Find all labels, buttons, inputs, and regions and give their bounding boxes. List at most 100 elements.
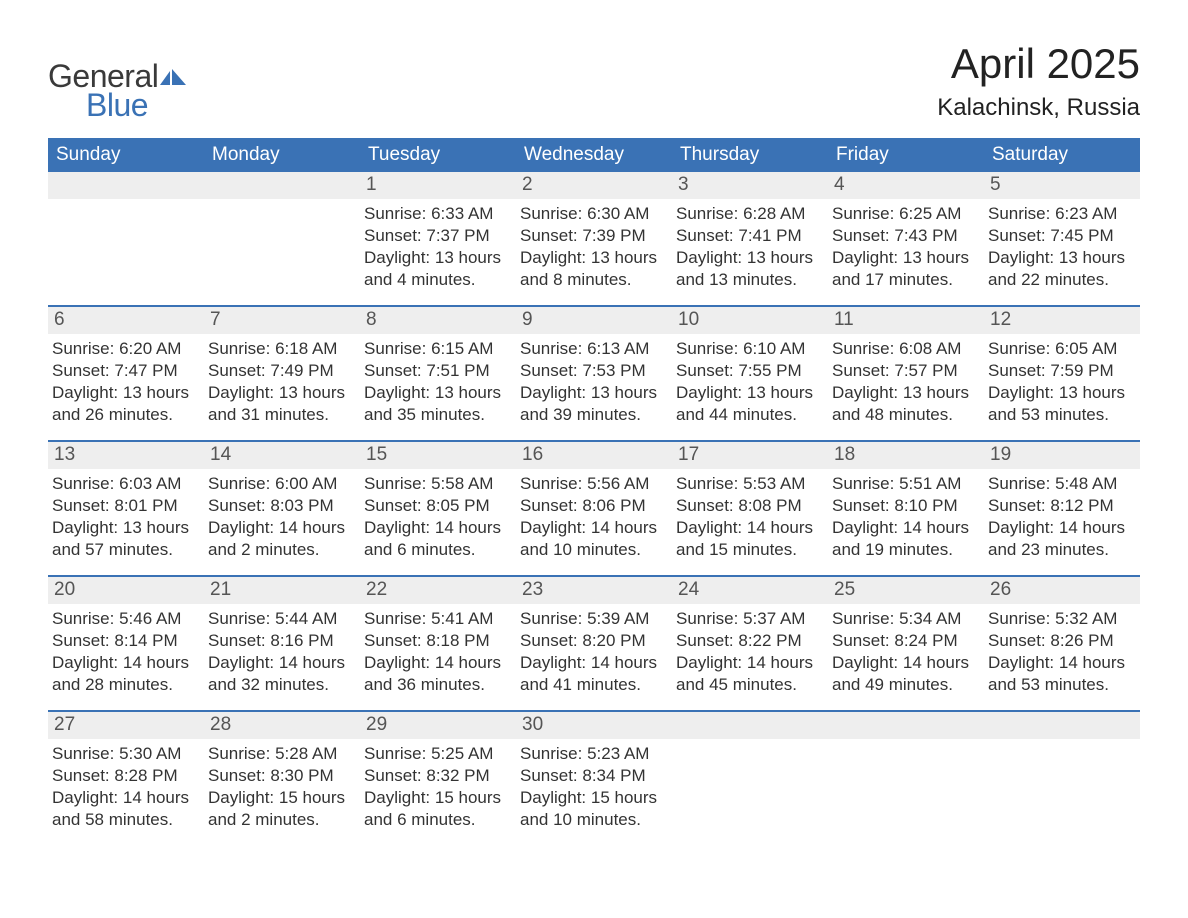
day-body	[204, 199, 360, 217]
day-cell	[984, 712, 1140, 845]
day-number: 27	[48, 712, 204, 739]
sunrise-text: Sunrise: 6:18 AM	[208, 338, 358, 360]
dl2-text: and 35 minutes.	[364, 404, 514, 426]
day-cell	[828, 712, 984, 845]
dl2-text: and 39 minutes.	[520, 404, 670, 426]
day-body: Sunrise: 6:15 AMSunset: 7:51 PMDaylight:…	[360, 334, 516, 440]
day-cell: 11Sunrise: 6:08 AMSunset: 7:57 PMDayligh…	[828, 307, 984, 440]
day-number: 23	[516, 577, 672, 604]
dl1-text: Daylight: 14 hours	[52, 652, 202, 674]
sunrise-text: Sunrise: 6:10 AM	[676, 338, 826, 360]
day-body: Sunrise: 5:58 AMSunset: 8:05 PMDaylight:…	[360, 469, 516, 575]
sunrise-text: Sunrise: 6:25 AM	[832, 203, 982, 225]
dl2-text: and 2 minutes.	[208, 539, 358, 561]
day-cell: 1Sunrise: 6:33 AMSunset: 7:37 PMDaylight…	[360, 172, 516, 305]
sunset-text: Sunset: 8:32 PM	[364, 765, 514, 787]
day-body: Sunrise: 5:44 AMSunset: 8:16 PMDaylight:…	[204, 604, 360, 710]
day-cell: 30Sunrise: 5:23 AMSunset: 8:34 PMDayligh…	[516, 712, 672, 845]
dl1-text: Daylight: 14 hours	[364, 652, 514, 674]
title-block: April 2025 Kalachinsk, Russia	[937, 40, 1140, 122]
sunrise-text: Sunrise: 6:30 AM	[520, 203, 670, 225]
weekday-label: Tuesday	[360, 138, 516, 172]
sunrise-text: Sunrise: 5:51 AM	[832, 473, 982, 495]
dl2-text: and 10 minutes.	[520, 539, 670, 561]
day-number: 14	[204, 442, 360, 469]
sunset-text: Sunset: 7:39 PM	[520, 225, 670, 247]
sunrise-text: Sunrise: 6:00 AM	[208, 473, 358, 495]
day-body: Sunrise: 6:33 AMSunset: 7:37 PMDaylight:…	[360, 199, 516, 305]
sunrise-text: Sunrise: 6:23 AM	[988, 203, 1138, 225]
sunset-text: Sunset: 8:03 PM	[208, 495, 358, 517]
dl1-text: Daylight: 14 hours	[988, 517, 1138, 539]
day-body: Sunrise: 6:20 AMSunset: 7:47 PMDaylight:…	[48, 334, 204, 440]
weekday-label: Sunday	[48, 138, 204, 172]
day-body: Sunrise: 5:30 AMSunset: 8:28 PMDaylight:…	[48, 739, 204, 845]
dl2-text: and 15 minutes.	[676, 539, 826, 561]
day-body: Sunrise: 6:13 AMSunset: 7:53 PMDaylight:…	[516, 334, 672, 440]
dl1-text: Daylight: 14 hours	[520, 652, 670, 674]
dl2-text: and 44 minutes.	[676, 404, 826, 426]
day-cell: 6Sunrise: 6:20 AMSunset: 7:47 PMDaylight…	[48, 307, 204, 440]
day-body: Sunrise: 6:05 AMSunset: 7:59 PMDaylight:…	[984, 334, 1140, 440]
dl1-text: Daylight: 14 hours	[52, 787, 202, 809]
day-body	[828, 739, 984, 757]
day-number	[48, 172, 204, 199]
day-number: 29	[360, 712, 516, 739]
sunset-text: Sunset: 8:16 PM	[208, 630, 358, 652]
day-cell	[204, 172, 360, 305]
dl1-text: Daylight: 13 hours	[676, 247, 826, 269]
sunset-text: Sunset: 8:28 PM	[52, 765, 202, 787]
sunset-text: Sunset: 7:49 PM	[208, 360, 358, 382]
day-cell: 12Sunrise: 6:05 AMSunset: 7:59 PMDayligh…	[984, 307, 1140, 440]
sunset-text: Sunset: 8:14 PM	[52, 630, 202, 652]
dl2-text: and 17 minutes.	[832, 269, 982, 291]
day-cell: 2Sunrise: 6:30 AMSunset: 7:39 PMDaylight…	[516, 172, 672, 305]
dl1-text: Daylight: 13 hours	[520, 382, 670, 404]
dl1-text: Daylight: 13 hours	[208, 382, 358, 404]
day-body: Sunrise: 5:51 AMSunset: 8:10 PMDaylight:…	[828, 469, 984, 575]
day-number: 9	[516, 307, 672, 334]
sunset-text: Sunset: 7:41 PM	[676, 225, 826, 247]
day-cell: 23Sunrise: 5:39 AMSunset: 8:20 PMDayligh…	[516, 577, 672, 710]
dl1-text: Daylight: 14 hours	[832, 517, 982, 539]
dl2-text: and 22 minutes.	[988, 269, 1138, 291]
day-number: 19	[984, 442, 1140, 469]
dl2-text: and 53 minutes.	[988, 674, 1138, 696]
dl1-text: Daylight: 15 hours	[208, 787, 358, 809]
day-cell: 9Sunrise: 6:13 AMSunset: 7:53 PMDaylight…	[516, 307, 672, 440]
dl2-text: and 36 minutes.	[364, 674, 514, 696]
sunrise-text: Sunrise: 5:37 AM	[676, 608, 826, 630]
dl1-text: Daylight: 14 hours	[208, 517, 358, 539]
sunrise-text: Sunrise: 6:33 AM	[364, 203, 514, 225]
dl2-text: and 28 minutes.	[52, 674, 202, 696]
day-number: 4	[828, 172, 984, 199]
dl2-text: and 32 minutes.	[208, 674, 358, 696]
day-body	[48, 199, 204, 217]
sunset-text: Sunset: 7:53 PM	[520, 360, 670, 382]
day-number	[984, 712, 1140, 739]
dl1-text: Daylight: 15 hours	[364, 787, 514, 809]
day-body: Sunrise: 5:53 AMSunset: 8:08 PMDaylight:…	[672, 469, 828, 575]
day-body: Sunrise: 6:30 AMSunset: 7:39 PMDaylight:…	[516, 199, 672, 305]
day-number: 15	[360, 442, 516, 469]
sunset-text: Sunset: 8:18 PM	[364, 630, 514, 652]
dl2-text: and 48 minutes.	[832, 404, 982, 426]
sunrise-text: Sunrise: 5:48 AM	[988, 473, 1138, 495]
dl2-text: and 41 minutes.	[520, 674, 670, 696]
day-cell: 26Sunrise: 5:32 AMSunset: 8:26 PMDayligh…	[984, 577, 1140, 710]
brand-flag-icon	[160, 67, 188, 92]
day-number: 24	[672, 577, 828, 604]
sunrise-text: Sunrise: 6:28 AM	[676, 203, 826, 225]
sunrise-text: Sunrise: 6:20 AM	[52, 338, 202, 360]
day-cell	[48, 172, 204, 305]
sunset-text: Sunset: 7:45 PM	[988, 225, 1138, 247]
day-cell: 16Sunrise: 5:56 AMSunset: 8:06 PMDayligh…	[516, 442, 672, 575]
sunset-text: Sunset: 8:10 PM	[832, 495, 982, 517]
dl1-text: Daylight: 14 hours	[988, 652, 1138, 674]
sunrise-text: Sunrise: 5:32 AM	[988, 608, 1138, 630]
day-cell: 3Sunrise: 6:28 AMSunset: 7:41 PMDaylight…	[672, 172, 828, 305]
day-number: 10	[672, 307, 828, 334]
day-number	[828, 712, 984, 739]
sunrise-text: Sunrise: 6:08 AM	[832, 338, 982, 360]
day-number: 2	[516, 172, 672, 199]
